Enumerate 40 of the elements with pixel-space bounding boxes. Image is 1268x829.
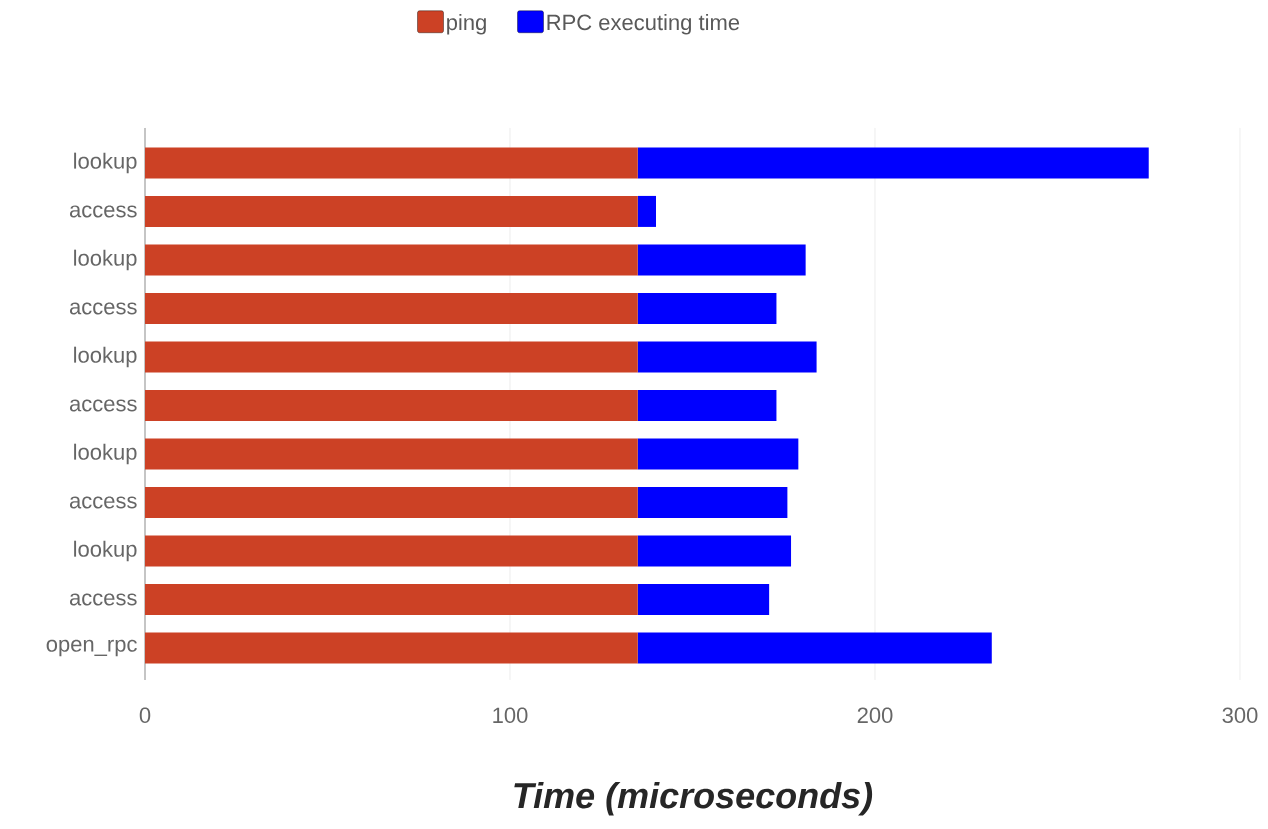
bar	[145, 486, 638, 518]
y-tick-label: access	[69, 302, 137, 315]
bar	[145, 632, 638, 664]
y-tick-label: lookup	[74, 346, 137, 368]
bar	[637, 389, 777, 421]
bar	[145, 195, 638, 227]
y-tick-label: lookup	[74, 152, 137, 174]
bar	[145, 341, 638, 373]
bar	[637, 535, 792, 567]
bar	[637, 341, 817, 373]
bar	[637, 195, 656, 227]
y-tick-label: lookup	[74, 249, 137, 271]
bar	[145, 292, 638, 324]
bar	[637, 292, 777, 324]
bar	[145, 535, 638, 567]
y-tick-label: access	[69, 399, 137, 412]
y-tick-label: lookup	[74, 540, 137, 562]
bar	[145, 583, 638, 615]
bar	[637, 147, 1149, 179]
y-tick-label: access	[69, 205, 137, 218]
bar	[145, 389, 638, 421]
x-tick-label: 200	[857, 707, 893, 724]
bar	[145, 438, 638, 470]
x-axis-title: Time (microseconds)	[514, 781, 873, 816]
y-tick-label: open_rpc	[46, 639, 137, 657]
x-tick-label: 300	[1222, 707, 1258, 724]
x-tick-label: 100	[493, 707, 528, 724]
bar	[637, 244, 806, 276]
legend-label: ping	[447, 14, 486, 35]
bar	[637, 486, 788, 518]
bar	[637, 438, 799, 470]
y-tick-label: access	[69, 496, 137, 509]
bar	[145, 147, 638, 179]
x-tick-label: 0	[139, 707, 151, 724]
legend-label: RPC executing time	[547, 14, 740, 35]
y-tick-label: access	[69, 593, 137, 606]
y-tick-label: lookup	[74, 443, 137, 465]
bar	[145, 244, 638, 276]
bar	[637, 632, 992, 664]
bar	[637, 583, 770, 615]
